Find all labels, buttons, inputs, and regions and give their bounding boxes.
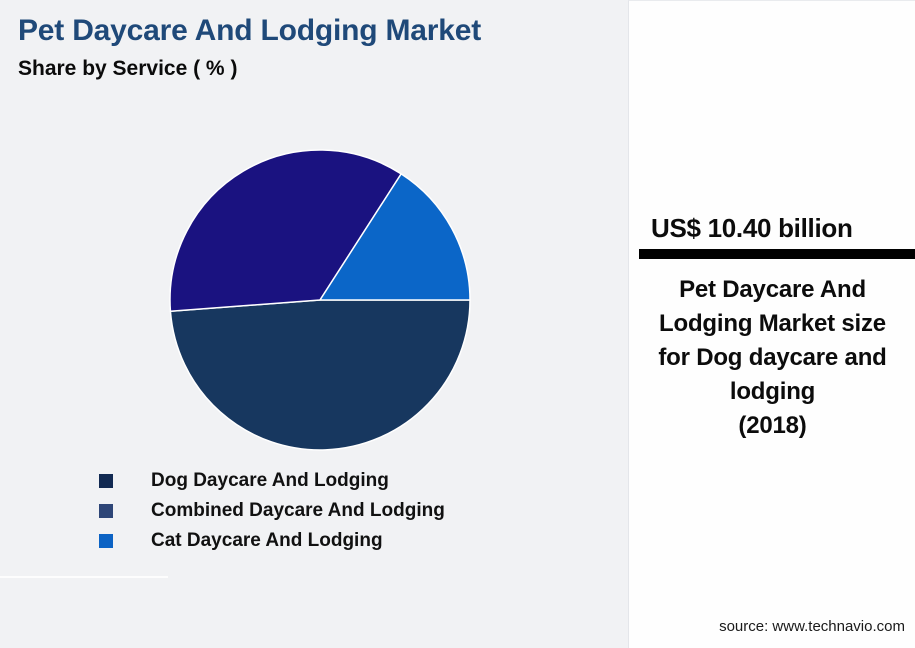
legend-item: Combined Daycare And Lodging (99, 496, 445, 526)
pie-slice (169, 299, 471, 451)
legend-item-label: Cat Daycare And Lodging (151, 530, 383, 551)
pie-chart (169, 149, 471, 451)
legend-item: Dog Daycare And Lodging (99, 466, 445, 496)
legend-item-label: Dog Daycare And Lodging (151, 470, 389, 491)
highlight-description-block: Pet Daycare And Lodging Market size for … (629, 273, 915, 443)
pie-slice (169, 149, 402, 313)
legend-marker (99, 474, 113, 488)
highlight-panel: US$ 10.40 billion Pet Daycare And Lodgin… (628, 0, 915, 648)
page-title: Pet Daycare And Lodging Market (18, 14, 481, 47)
chart-legend: Dog Daycare And Lodging Combined Daycare … (99, 466, 445, 556)
highlight-value: US$ 10.40 billion (651, 213, 853, 243)
pie-slice (319, 173, 471, 301)
divider-bar (639, 249, 915, 259)
source-text: source: www.technavio.com (719, 618, 905, 635)
chart-subtitle: Share by Service ( % ) (18, 57, 238, 80)
highlight-description: Pet Daycare And Lodging Market size for … (658, 276, 887, 405)
highlight-year: (2018) (738, 412, 807, 439)
legend-item: Cat Daycare And Lodging (99, 526, 445, 556)
legend-item-label: Combined Daycare And Lodging (151, 500, 445, 521)
legend-marker (99, 534, 113, 548)
legend-marker (99, 504, 113, 518)
plot-area-divider (0, 576, 168, 578)
